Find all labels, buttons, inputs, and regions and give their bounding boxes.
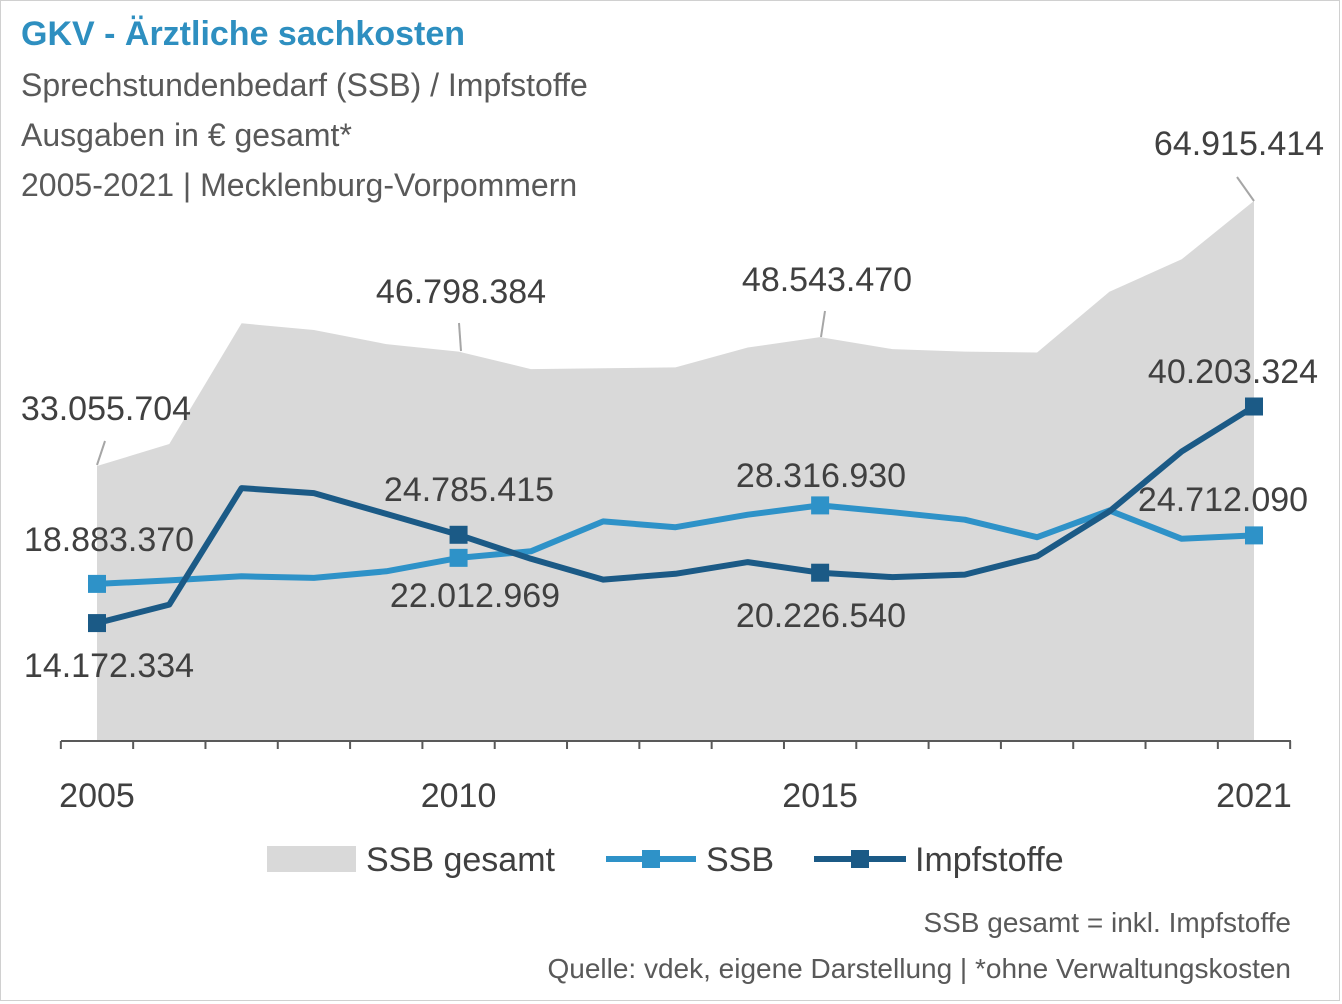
chart-subtitle-2: Ausgaben in € gesamt* <box>21 117 352 153</box>
data-label: 22.012.969 <box>390 577 560 615</box>
data-label-leader-line <box>458 322 462 352</box>
series-marker-ssb <box>811 496 830 515</box>
legend-swatch-ssb-gesamt <box>267 846 356 872</box>
legend-label-ssb: SSB <box>706 841 774 879</box>
chart-subtitle-3: 2005-2021 | Mecklenburg-Vorpommern <box>21 167 578 203</box>
series-line-impfstoffe <box>96 403 1256 627</box>
data-label: 28.316.930 <box>736 457 906 495</box>
series-marker-ssb <box>1245 526 1263 545</box>
series-marker-impfstoffe <box>1245 397 1263 416</box>
data-label: 48.543.470 <box>742 261 912 299</box>
data-label: 46.798.384 <box>376 273 546 311</box>
footnote-definition: SSB gesamt = inkl. Impfstoffe <box>923 907 1291 938</box>
x-tick-label: 2005 <box>59 777 135 815</box>
legend-marker-ssb <box>642 850 660 868</box>
data-label: 24.785.415 <box>384 471 554 509</box>
chart-subtitle-1: Sprechstundenbedarf (SSB) / Impfstoffe <box>21 67 588 103</box>
data-label: 20.226.540 <box>736 597 906 635</box>
x-tick-label: 2015 <box>782 777 858 815</box>
data-label: 18.883.370 <box>24 521 194 559</box>
series-line-ssb <box>96 502 1255 587</box>
data-label: 40.203.324 <box>1148 353 1318 391</box>
legend-label-impfstoffe: Impfstoffe <box>915 841 1064 879</box>
x-tick-label: 2010 <box>421 777 497 815</box>
x-tick-label: 2021 <box>1216 777 1292 815</box>
series-marker-impfstoffe <box>811 563 830 582</box>
chart-title: GKV - Ärztliche sachkosten <box>21 15 466 53</box>
series-marker-ssb <box>449 548 468 567</box>
data-label: 24.712.090 <box>1138 481 1308 519</box>
series-marker-impfstoffe <box>88 614 106 633</box>
data-label: 64.915.414 <box>1154 125 1324 163</box>
series-area-ssb-gesamt <box>97 200 1254 741</box>
data-label-leader-line <box>820 310 826 338</box>
footnote-source: Quelle: vdek, eigene Darstellung | *ohne… <box>547 953 1291 984</box>
series-marker-impfstoffe <box>449 525 468 544</box>
data-label-leader-line <box>1236 176 1255 202</box>
series-marker-ssb <box>88 574 106 593</box>
data-label: 14.172.334 <box>24 647 194 685</box>
data-label: 33.055.704 <box>21 390 191 428</box>
legend-label-ssb-gesamt: SSB gesamt <box>366 841 556 879</box>
legend-marker-impfstoffe <box>851 850 869 868</box>
data-label-leader-line <box>96 440 106 466</box>
